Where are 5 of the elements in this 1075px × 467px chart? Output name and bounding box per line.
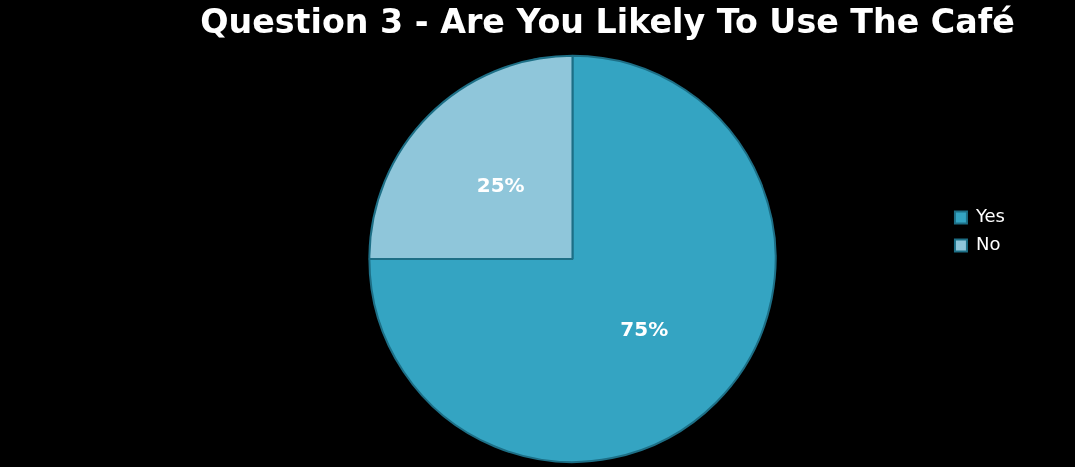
data-label: 25% xyxy=(476,173,525,198)
data-label: 75% xyxy=(620,316,669,341)
legend-label: No xyxy=(975,233,1001,255)
chart-title: Question 3 - Are You Likely To Use The Café xyxy=(200,1,1015,42)
legend-label: Yes xyxy=(974,205,1006,227)
